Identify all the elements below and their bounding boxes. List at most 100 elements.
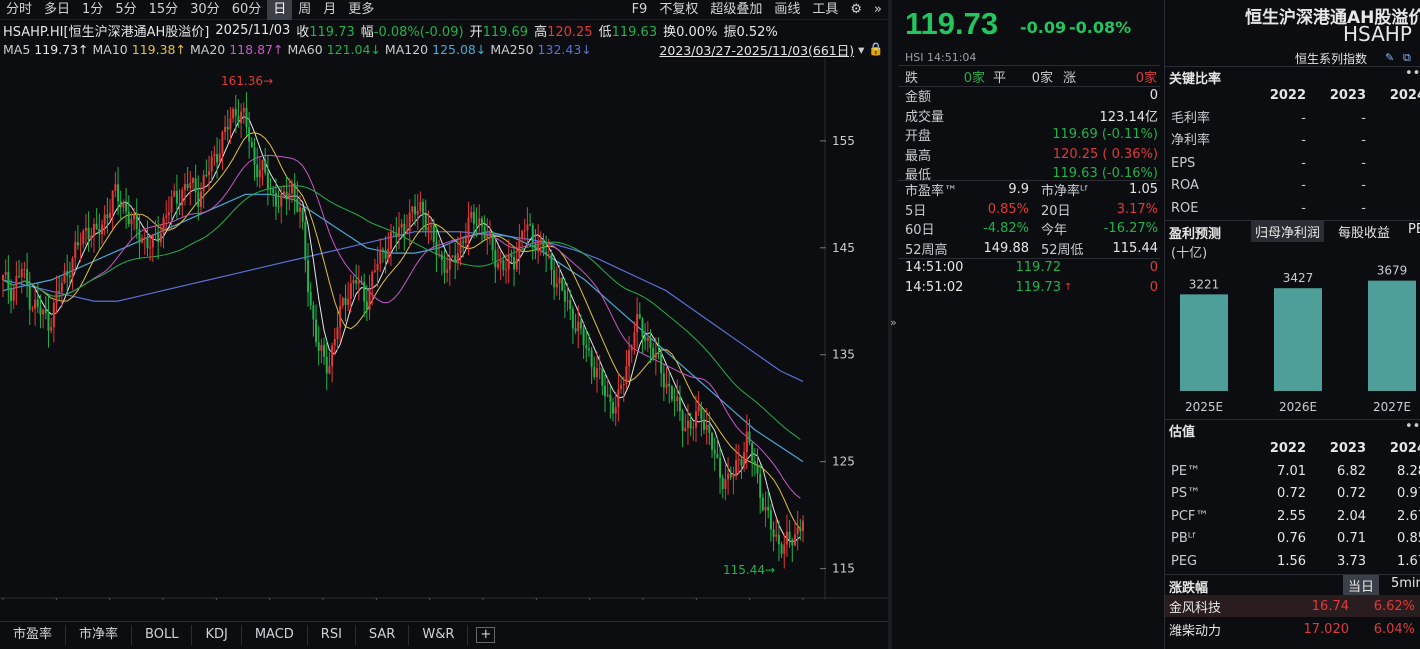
period-30min[interactable]: 30分 bbox=[190, 1, 220, 17]
amp-label: 幅 bbox=[360, 24, 374, 40]
candle-body bbox=[579, 321, 582, 329]
period-15min[interactable]: 15分 bbox=[148, 1, 179, 17]
candle-body bbox=[767, 506, 770, 511]
tab-pb[interactable]: 市净率 bbox=[66, 624, 133, 645]
share-icon[interactable]: ⧉ bbox=[1403, 51, 1411, 64]
period-day[interactable]: 日 bbox=[267, 0, 293, 20]
tab-macd[interactable]: MACD bbox=[242, 624, 308, 645]
tab-pe[interactable]: 市盈率 bbox=[0, 624, 67, 645]
candle-body bbox=[363, 282, 366, 302]
high-label: 高 bbox=[534, 24, 548, 40]
period-more[interactable]: 更多 bbox=[348, 1, 375, 17]
gear-icon[interactable]: ⚙ bbox=[850, 1, 863, 17]
lock-icon[interactable]: 🔒 bbox=[868, 41, 884, 56]
candle-body bbox=[317, 342, 320, 351]
candle-body bbox=[703, 419, 706, 430]
valuation-label: PS™ bbox=[1171, 486, 1201, 501]
f9-button[interactable]: F9 bbox=[631, 1, 648, 17]
ratio-label: ROE bbox=[1171, 200, 1199, 216]
more-dots-icon[interactable]: ••• bbox=[1405, 419, 1420, 434]
list-item[interactable]: 金风科技 16.74 6.62% bbox=[1165, 595, 1420, 617]
candle-body bbox=[282, 191, 285, 195]
candle-body bbox=[711, 432, 714, 450]
adjust-button[interactable]: 不复权 bbox=[659, 1, 699, 17]
tab-today[interactable]: 当日 bbox=[1343, 575, 1380, 596]
candle-body bbox=[400, 223, 403, 228]
tab-pe-forecast[interactable]: PE bbox=[1408, 222, 1420, 237]
double-chevron-right-icon[interactable]: » bbox=[874, 1, 882, 17]
candle-body bbox=[315, 319, 318, 343]
ratio-cell: - bbox=[1301, 110, 1306, 126]
rise-count: 0家 bbox=[1135, 71, 1157, 86]
draw-button[interactable]: 画线 bbox=[774, 1, 801, 17]
candle-body bbox=[58, 291, 61, 293]
valuation-cell: 8.28 bbox=[1397, 463, 1420, 479]
candle-body bbox=[173, 191, 176, 197]
high-row-label: 最高 bbox=[905, 148, 932, 164]
period-week[interactable]: 周 bbox=[298, 1, 312, 17]
candle-body bbox=[320, 344, 323, 351]
d20-value: 3.17% bbox=[1116, 201, 1158, 217]
candle-body bbox=[261, 160, 264, 171]
forecast-value-label: 3679 bbox=[1377, 264, 1408, 278]
valuation-label: PBᴸᶠ bbox=[1171, 531, 1197, 546]
more-dots-icon[interactable]: ••• bbox=[1405, 66, 1420, 81]
min-price-label: 115.44→ bbox=[723, 563, 775, 577]
valuation-title: 估值 bbox=[1169, 425, 1196, 440]
tab-boll[interactable]: BOLL bbox=[132, 624, 193, 645]
quote-info-line: HSAHP.HI[恒生沪深港通AH股溢价] 2025/11/03 收119.73… bbox=[0, 20, 888, 40]
period-toolbar: 分时 多日 1分 5分 15分 30分 60分 日 周 月 更多 F9 不复权 … bbox=[0, 0, 888, 20]
tab-eps[interactable]: 每股收益 bbox=[1338, 226, 1391, 241]
fall-label: 跌 bbox=[905, 71, 919, 86]
tick-price: 119.72 bbox=[1015, 260, 1062, 276]
tab-kdj[interactable]: KDJ bbox=[192, 624, 242, 645]
candle-body bbox=[670, 386, 673, 400]
tab-net-profit[interactable]: 归母净利润 bbox=[1251, 221, 1325, 242]
candle-body bbox=[280, 194, 283, 207]
overlay-button[interactable]: 超级叠加 bbox=[710, 1, 763, 17]
candle-body bbox=[472, 211, 475, 224]
tick-time: 14:51:02 bbox=[905, 279, 964, 295]
tools-button[interactable]: 工具 bbox=[812, 1, 839, 17]
period-multiday[interactable]: 多日 bbox=[44, 1, 71, 17]
year-2024: 2024 bbox=[1389, 88, 1420, 103]
valuation-cell: 1.56 bbox=[1277, 553, 1306, 569]
candle-body bbox=[175, 191, 178, 204]
candle-body bbox=[159, 233, 162, 243]
tick-time: 14:51:00 bbox=[905, 260, 964, 276]
index-name: 恒生沪深港通AH股溢价 bbox=[1245, 8, 1420, 28]
forecast-value-label: 3221 bbox=[1189, 277, 1220, 291]
candle-body bbox=[550, 254, 553, 271]
list-item[interactable]: 潍柴动力 17.020 6.04% bbox=[1165, 618, 1420, 640]
close-label: 收 bbox=[296, 24, 310, 40]
tab-wr[interactable]: W&R bbox=[409, 624, 469, 645]
period-60min[interactable]: 60分 bbox=[231, 1, 262, 17]
period-intraday[interactable]: 分时 bbox=[6, 1, 33, 17]
high-value: 120.25 bbox=[547, 24, 593, 40]
tab-5min[interactable]: 5min bbox=[1391, 576, 1420, 591]
tab-sar[interactable]: SAR bbox=[356, 624, 410, 645]
candle-body bbox=[109, 212, 112, 218]
candle-body bbox=[151, 234, 154, 248]
panel-divider[interactable] bbox=[888, 0, 892, 649]
candle-body bbox=[432, 225, 435, 242]
period-month[interactable]: 月 bbox=[323, 1, 337, 17]
date-range-selector[interactable]: 2023/03/27-2025/11/03(661日) bbox=[659, 42, 855, 58]
d5-label: 5日 bbox=[905, 203, 927, 219]
collapse-arrow-icon[interactable]: » bbox=[890, 316, 897, 329]
period-5min[interactable]: 5分 bbox=[115, 1, 137, 17]
add-indicator-icon[interactable]: + bbox=[476, 626, 496, 643]
candle-body bbox=[438, 254, 441, 256]
edit-icon[interactable]: ✎ bbox=[1385, 51, 1395, 64]
chevron-down-icon[interactable]: ▾ bbox=[858, 41, 865, 57]
candle-body bbox=[724, 479, 727, 489]
ratio-cell: - bbox=[1301, 133, 1306, 148]
candle-body bbox=[240, 111, 243, 124]
candle-body bbox=[574, 328, 577, 332]
tick-price: 119.73 bbox=[1015, 279, 1062, 295]
tab-rsi[interactable]: RSI bbox=[308, 624, 356, 645]
period-1min[interactable]: 1分 bbox=[82, 1, 104, 17]
candle-body bbox=[719, 457, 722, 478]
ratio-cell: - bbox=[1301, 178, 1306, 193]
